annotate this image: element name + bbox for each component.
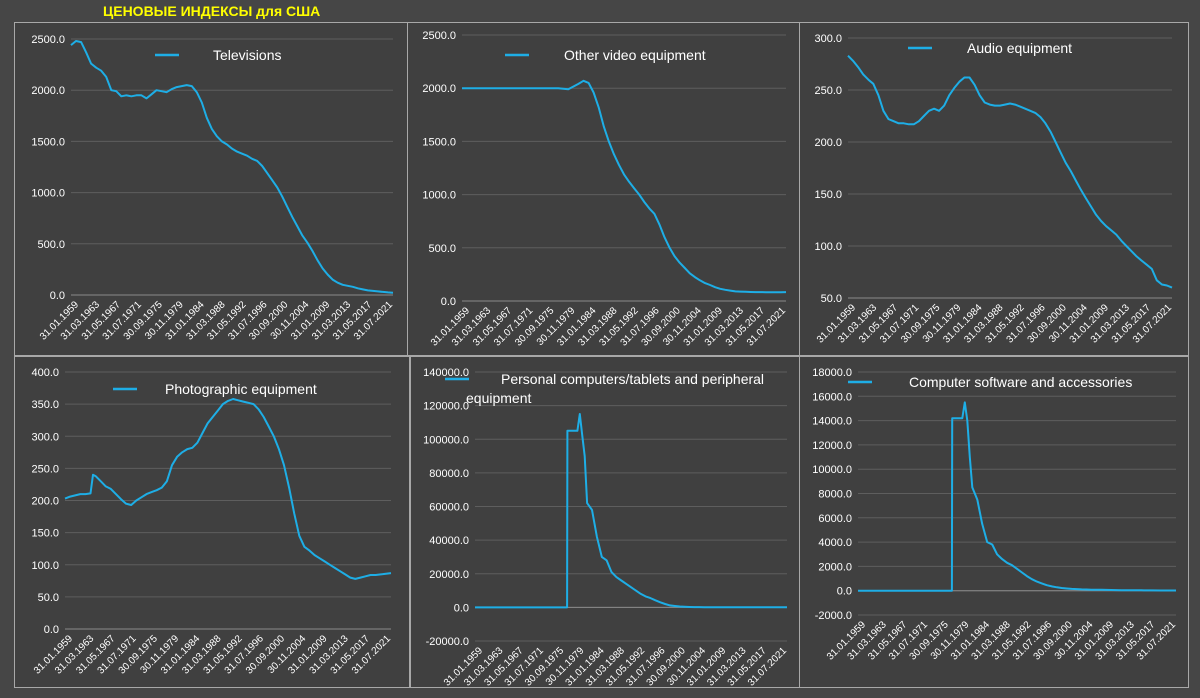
y-tick-label: 140000.0 bbox=[423, 367, 469, 379]
y-tick-label: 2000.0 bbox=[818, 561, 852, 573]
y-tick-label: 100.0 bbox=[814, 241, 842, 253]
y-tick-label: 150.0 bbox=[814, 189, 842, 201]
page-title: ЦЕНОВЫЕ ИНДЕКСЫ для США bbox=[103, 3, 321, 19]
y-tick-label: 1500.0 bbox=[31, 136, 65, 148]
chart-panel-other-video-equipment: 0.0 500.0 1000.0 1500.0 2000.0 2500.0 31.01.19… bbox=[407, 22, 802, 356]
series-line bbox=[462, 79, 787, 294]
y-tick-label: 500.0 bbox=[428, 243, 456, 255]
series-line bbox=[475, 413, 787, 609]
y-tick-label: 0.0 bbox=[837, 586, 852, 598]
y-tick-label: 1000.0 bbox=[31, 188, 65, 200]
chart-svg-other-video-equipment: 0.0500.01000.01500.02000.02500.031.01.19… bbox=[422, 30, 788, 349]
series-line bbox=[70, 40, 394, 294]
chart-panel-photographic-equipment: 0.0 50.0 100.0 150.0 200.0 250.0 300.0 350.0 400… bbox=[14, 356, 410, 688]
chart-panel-personal-computers: -20000.0 0.0 20000.0 40000.0 60000.0 80000.0 1… bbox=[410, 356, 802, 688]
chart-panel-audio-equipment: 50.0 100.0 150.0 200.0 250.0 300.0 31.01.1959 3… bbox=[799, 22, 1189, 356]
chart-svg-audio-equipment: 50.0100.0150.0200.0250.0300.031.01.19593… bbox=[814, 33, 1174, 346]
chart-title: Other video equipment bbox=[564, 47, 706, 63]
y-tick-label: 80000.0 bbox=[429, 468, 469, 480]
y-tick-label: 2500.0 bbox=[31, 34, 65, 46]
y-tick-label: 2000.0 bbox=[422, 83, 456, 95]
series-line bbox=[64, 398, 392, 580]
y-tick-label: 200.0 bbox=[814, 137, 842, 149]
y-tick-label: 500.0 bbox=[37, 239, 65, 251]
chart-svg-photographic-equipment: 0.0 50.0 100.0 150.0 200.0 250.0 300.0 350.0 400… bbox=[31, 367, 393, 677]
y-tick-label: 200.0 bbox=[31, 496, 59, 508]
y-tick-label: 40000.0 bbox=[429, 535, 469, 547]
y-tick-label: 50.0 bbox=[38, 592, 59, 604]
y-tick-label: 0.0 bbox=[44, 624, 59, 636]
y-tick-label: 1000.0 bbox=[422, 190, 456, 202]
y-tick-label: 400.0 bbox=[31, 367, 59, 379]
chart-panel-computer-software: -2000.0 0.0 2000.0 4000.0 6000.0 8000.0 10000.… bbox=[799, 356, 1189, 688]
y-tick-label: 4000.0 bbox=[818, 537, 852, 549]
y-tick-label: 2000.0 bbox=[31, 85, 65, 97]
y-tick-label: -20000.0 bbox=[426, 636, 469, 648]
y-tick-label: 20000.0 bbox=[429, 569, 469, 581]
y-tick-label: 8000.0 bbox=[818, 489, 852, 501]
chart-panel-televisions: 0.0 500.0 1000.0 1500.0 2000.0 2500.0 31.01.19… bbox=[14, 22, 410, 356]
y-tick-label: 18000.0 bbox=[812, 367, 852, 379]
chart-title: Computer software and accessories bbox=[909, 374, 1132, 390]
series-line bbox=[858, 401, 1176, 592]
chart-title: Photographic equipment bbox=[165, 381, 317, 397]
chart-title: Audio equipment bbox=[967, 40, 1072, 56]
y-tick-label: 50.0 bbox=[821, 293, 842, 305]
y-tick-label: 6000.0 bbox=[818, 513, 852, 525]
y-tick-label: 350.0 bbox=[31, 399, 59, 411]
chart-svg-televisions: 0.0500.01000.01500.02000.02500.031.01.19… bbox=[31, 34, 395, 343]
y-tick-label: 300.0 bbox=[814, 33, 842, 45]
y-tick-label: 16000.0 bbox=[812, 391, 852, 403]
chart-title: Personal computers/tablets and periphera… bbox=[501, 371, 764, 387]
y-tick-label: -2000.0 bbox=[815, 610, 852, 622]
chart-svg-computer-software-and-accessor: -2000.0 0.0 2000.0 4000.0 6000.0 8000.0 10000.… bbox=[812, 367, 1178, 663]
y-tick-label: 1500.0 bbox=[422, 136, 456, 148]
y-tick-label: 100000.0 bbox=[423, 434, 469, 446]
y-tick-label: 0.0 bbox=[454, 602, 469, 614]
y-tick-label: 60000.0 bbox=[429, 502, 469, 514]
y-tick-label: 12000.0 bbox=[812, 440, 852, 452]
y-tick-label: 14000.0 bbox=[812, 416, 852, 428]
series-line bbox=[847, 54, 1173, 289]
chart-svg-personal-computers-tablets-and: -20000.0 0.0 20000.0 40000.0 60000.0 80000.0 1… bbox=[423, 367, 789, 687]
y-tick-label: 300.0 bbox=[31, 431, 59, 443]
y-tick-label: 250.0 bbox=[814, 85, 842, 97]
chart-title: Televisions bbox=[213, 47, 281, 63]
y-tick-label: 0.0 bbox=[441, 296, 456, 308]
y-tick-label: 120000.0 bbox=[423, 401, 469, 413]
chart-title-continued: equipment bbox=[466, 390, 531, 406]
y-tick-label: 150.0 bbox=[31, 528, 59, 540]
y-tick-label: 2500.0 bbox=[422, 30, 456, 42]
y-tick-label: 10000.0 bbox=[812, 464, 852, 476]
y-tick-label: 0.0 bbox=[50, 290, 65, 302]
y-tick-label: 100.0 bbox=[31, 560, 59, 572]
y-tick-label: 250.0 bbox=[31, 463, 59, 475]
